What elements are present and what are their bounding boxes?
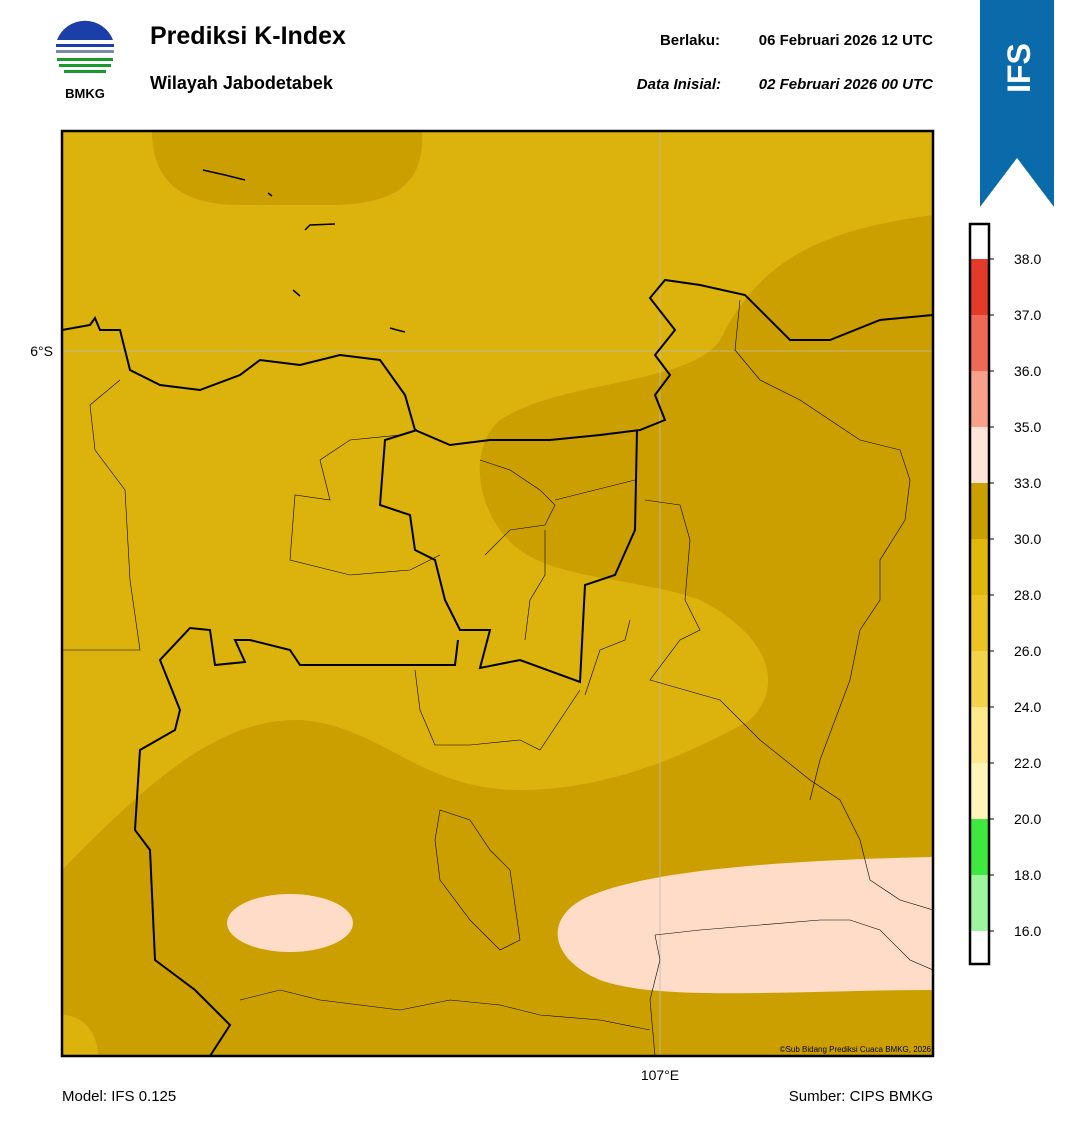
color-bin — [970, 707, 989, 763]
subtitle: Wilayah Jabodetabek — [150, 73, 334, 93]
color-bin — [970, 539, 989, 595]
tick-label: 33.0 — [1014, 475, 1041, 491]
ifs-badge — [980, 0, 1054, 207]
color-bin — [970, 315, 989, 371]
title: Prediksi K-Index — [150, 22, 346, 50]
model: Model: IFS 0.125 — [62, 1088, 176, 1105]
logo-text: BMKG — [65, 86, 105, 101]
badge-text: IFS — [1001, 43, 1037, 93]
valid-label: Berlaku: — [660, 32, 720, 49]
tick-label: 38.0 — [1014, 251, 1041, 267]
tick-label: 16.0 — [1014, 923, 1041, 939]
colorbar: 16.0 18.0 20.0 22.0 24.0 26.0 28.0 30.0 33.0 35.0… — [968, 222, 1041, 966]
color-bin — [970, 763, 989, 819]
tick-label: 18.0 — [1014, 867, 1041, 883]
source: Sumber: CIPS BMKG — [789, 1088, 933, 1105]
color-bin — [970, 371, 989, 427]
color-bin — [970, 819, 989, 875]
tick-label: 30.0 — [1014, 531, 1041, 547]
credit: ©Sub Bidang Prediksi Cuaca BMKG, 2026 — [780, 1045, 932, 1054]
color-bin — [970, 483, 989, 539]
init-label: Data Inisial: — [637, 76, 721, 93]
color-bin — [970, 875, 989, 931]
tick-label: 24.0 — [1014, 699, 1041, 715]
tick-label: 36.0 — [1014, 363, 1041, 379]
map-frame — [60, 129, 935, 1058]
tick-label: 26.0 — [1014, 643, 1041, 659]
tick-label: 20.0 — [1014, 811, 1041, 827]
lat-label: 6°S — [30, 343, 53, 359]
color-bin — [970, 259, 989, 315]
color-bin — [970, 651, 989, 707]
init-time: 02 Februari 2026 00 UTC — [759, 76, 934, 93]
valid-time: 06 Februari 2026 12 UTC — [759, 32, 933, 49]
tick-label: 28.0 — [1014, 587, 1041, 603]
bmkg-logo: BMKG — [55, 20, 115, 101]
map — [62, 131, 933, 1056]
color-bin — [970, 427, 989, 483]
tick-label: 37.0 — [1014, 307, 1041, 323]
colorbar-frame — [968, 222, 991, 966]
lon-label: 107°E — [641, 1067, 679, 1083]
color-bin — [970, 595, 989, 651]
tick-label: 22.0 — [1014, 755, 1041, 771]
color-bin — [970, 931, 989, 964]
tick-label: 35.0 — [1014, 419, 1041, 435]
